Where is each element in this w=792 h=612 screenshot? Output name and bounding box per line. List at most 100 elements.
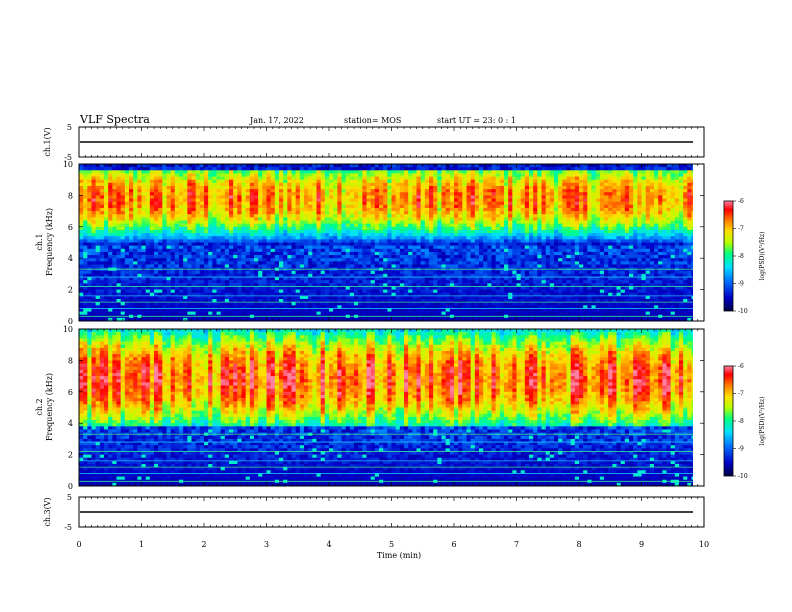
spectrogram-cell bbox=[520, 211, 526, 215]
spectrogram-cell bbox=[104, 170, 109, 174]
spectrogram-cell bbox=[212, 198, 217, 202]
spectrogram-cell bbox=[154, 229, 159, 234]
spectrogram-cell bbox=[108, 255, 113, 259]
spectrogram-cell bbox=[195, 198, 201, 202]
spectrogram-cell bbox=[504, 198, 509, 202]
spectrogram-cell bbox=[304, 189, 309, 193]
spectrogram-cell bbox=[174, 245, 180, 250]
spectrogram-cell bbox=[458, 170, 463, 174]
spectrogram-cell bbox=[474, 214, 480, 218]
spectrogram-cell bbox=[629, 236, 634, 240]
spectrogram-cell bbox=[83, 182, 88, 187]
spectrogram-cell bbox=[308, 189, 313, 193]
spectrogram-cell bbox=[579, 258, 584, 262]
spectrogram-cell bbox=[166, 207, 171, 212]
spectrogram-cell bbox=[433, 229, 438, 234]
spectrogram-cell bbox=[629, 220, 634, 224]
spectrogram-cell bbox=[354, 201, 359, 206]
spectrogram-cell bbox=[83, 248, 88, 253]
spectrogram-cell bbox=[270, 258, 276, 262]
spectrogram-cell bbox=[166, 214, 171, 218]
spectrogram-cell bbox=[254, 170, 259, 174]
spectrogram-cell bbox=[324, 164, 330, 168]
spectrogram-cell bbox=[541, 214, 546, 218]
spectrogram-cell bbox=[279, 220, 284, 224]
ch1-spectrogram-image bbox=[79, 164, 705, 322]
spectrogram-cell bbox=[562, 248, 567, 253]
spectrogram-cell bbox=[312, 170, 317, 174]
spectrogram-cell bbox=[358, 189, 363, 193]
spectrogram-cell bbox=[533, 173, 538, 177]
spectrogram-cell bbox=[666, 182, 671, 187]
spectrogram-cell bbox=[179, 233, 184, 237]
spectrogram-cell bbox=[99, 201, 105, 206]
spectrogram-cell bbox=[512, 251, 517, 256]
spectrogram-cell bbox=[204, 204, 209, 209]
spectrogram-cell bbox=[99, 226, 105, 231]
spectrogram-cell bbox=[229, 251, 234, 256]
spectrogram-cell bbox=[537, 176, 542, 180]
spectrogram-cell bbox=[166, 220, 171, 224]
spectrogram-cell bbox=[354, 217, 359, 221]
spectrogram-cell bbox=[237, 182, 242, 187]
spectrogram-cell bbox=[229, 236, 234, 240]
spectrogram-cell bbox=[495, 189, 501, 193]
spectrogram-cell bbox=[679, 245, 684, 250]
spectrogram-cell bbox=[387, 229, 392, 234]
spectrogram-cell bbox=[537, 248, 542, 253]
spectrogram-cell bbox=[237, 173, 242, 177]
spectrogram-cell bbox=[158, 211, 163, 215]
spectrogram-cell bbox=[466, 251, 471, 256]
spectrogram-cell bbox=[149, 217, 155, 221]
spectrogram-cell bbox=[324, 245, 330, 250]
spectrogram-cell bbox=[399, 226, 405, 231]
spectrogram-cell bbox=[454, 261, 459, 265]
spectrogram-cell bbox=[374, 204, 380, 209]
spectrogram-cell bbox=[408, 248, 413, 253]
spectrogram-cell bbox=[562, 258, 567, 262]
spectrogram-cell bbox=[233, 214, 238, 218]
spectrogram-cell bbox=[108, 201, 113, 206]
spectrogram-cell bbox=[616, 167, 621, 171]
spectrogram-cell bbox=[504, 248, 509, 253]
spectrogram-cell bbox=[320, 214, 326, 218]
spectrogram-cell bbox=[487, 223, 492, 228]
spectrogram-cell bbox=[637, 251, 642, 256]
spectrogram-cell bbox=[512, 239, 517, 243]
spectrogram-cell bbox=[166, 251, 171, 256]
spectrogram-cell bbox=[504, 223, 509, 228]
spectrogram-cell bbox=[320, 189, 326, 193]
spectrogram-cell bbox=[166, 248, 171, 253]
spectrogram-cell bbox=[429, 258, 434, 262]
spectrogram-cell bbox=[274, 170, 280, 174]
spectrogram-cell bbox=[337, 201, 342, 206]
spectrogram-cell bbox=[349, 173, 355, 177]
spectrogram-cell bbox=[220, 242, 226, 246]
spectrogram-cell bbox=[658, 167, 663, 171]
spectrogram-cell bbox=[670, 192, 676, 196]
spectrogram-cell bbox=[283, 239, 288, 243]
spectrogram-cell bbox=[416, 239, 421, 243]
spectrogram-cell bbox=[616, 229, 621, 234]
spectrogram-cell bbox=[541, 173, 546, 177]
spectrogram-cell bbox=[229, 164, 234, 168]
spectrogram-cell bbox=[287, 201, 292, 206]
spectrogram-cell bbox=[662, 173, 667, 177]
spectrogram-cell bbox=[341, 195, 346, 199]
spectrogram-cell bbox=[416, 214, 421, 218]
spectrogram-cell bbox=[133, 258, 138, 262]
spectrogram-cell bbox=[620, 176, 626, 180]
spectrogram-cell bbox=[99, 248, 105, 253]
spectrogram-cell bbox=[587, 201, 592, 206]
spectrogram-cell bbox=[299, 170, 305, 174]
spectrogram-cell bbox=[491, 167, 496, 171]
spectrogram-cell bbox=[649, 192, 655, 196]
spectrogram-cell bbox=[379, 226, 384, 231]
spectrogram-cell bbox=[358, 170, 363, 174]
spectrogram-cell bbox=[366, 195, 371, 199]
spectrogram-cell bbox=[354, 251, 359, 256]
spectrogram-cell bbox=[483, 251, 488, 256]
spectrogram-cell bbox=[187, 242, 192, 246]
spectrogram-cell bbox=[341, 182, 346, 187]
spectrogram-cell bbox=[320, 207, 326, 212]
